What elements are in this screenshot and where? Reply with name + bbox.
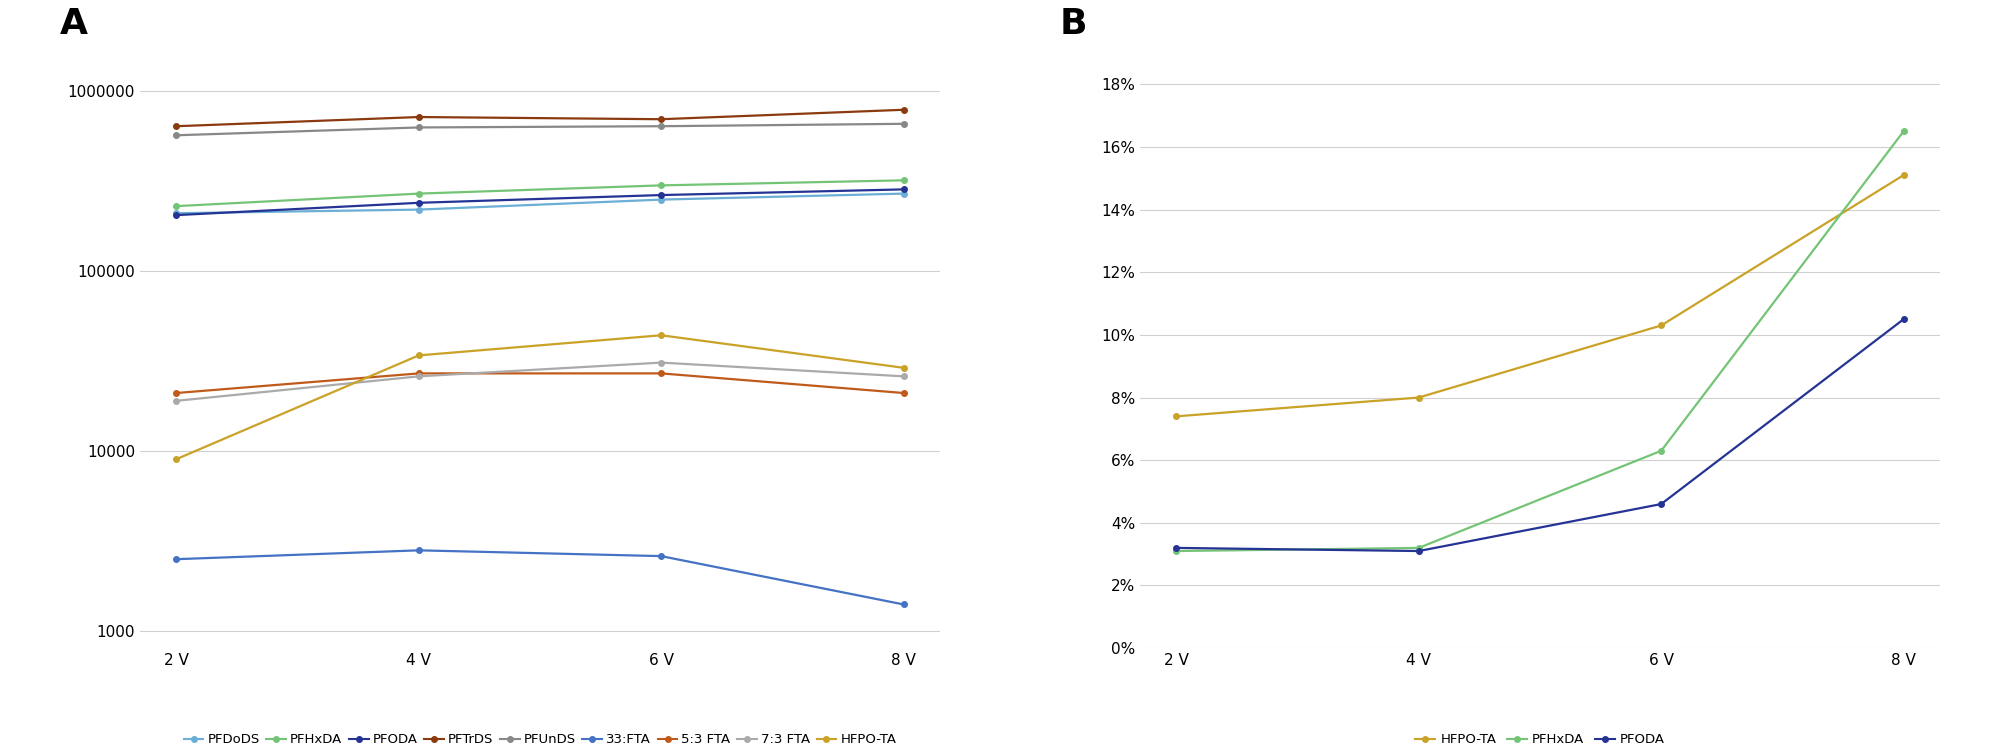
PFTrDS bbox=[406, 112, 430, 121]
PFTrDS bbox=[650, 115, 674, 124]
Line: HFPO-TA: HFPO-TA bbox=[174, 332, 906, 462]
Line: 5:3 FTA: 5:3 FTA bbox=[174, 370, 906, 396]
HFPO-TA bbox=[650, 331, 674, 340]
HFPO-TA bbox=[406, 351, 430, 360]
PFUnDS bbox=[164, 131, 188, 140]
5:3 FTA bbox=[650, 369, 674, 378]
PFHxDA bbox=[1164, 547, 1188, 556]
33:FTA bbox=[650, 551, 674, 560]
Text: A: A bbox=[60, 7, 88, 41]
PFODA bbox=[1164, 543, 1188, 552]
Line: PFDoDS: PFDoDS bbox=[174, 191, 906, 216]
PFHxDA bbox=[1892, 127, 1916, 136]
Line: 33:FTA: 33:FTA bbox=[174, 548, 906, 607]
PFUnDS bbox=[406, 123, 430, 132]
33:FTA bbox=[892, 600, 916, 609]
Text: B: B bbox=[1060, 7, 1088, 41]
HFPO-TA bbox=[1406, 393, 1430, 402]
Line: 7:3 FTA: 7:3 FTA bbox=[174, 360, 906, 404]
PFDoDS bbox=[892, 189, 916, 198]
7:3 FTA bbox=[892, 372, 916, 381]
HFPO-TA bbox=[1164, 412, 1188, 421]
5:3 FTA bbox=[406, 369, 430, 378]
33:FTA bbox=[164, 555, 188, 564]
Line: PFUnDS: PFUnDS bbox=[174, 121, 906, 138]
PFODA bbox=[1892, 314, 1916, 323]
PFDoDS bbox=[164, 209, 188, 218]
Line: PFODA: PFODA bbox=[1174, 317, 1906, 554]
HFPO-TA bbox=[1650, 321, 1674, 330]
PFHxDA bbox=[164, 202, 188, 211]
PFHxDA bbox=[892, 176, 916, 185]
Line: PFHxDA: PFHxDA bbox=[1174, 128, 1906, 554]
7:3 FTA bbox=[406, 372, 430, 381]
PFODA bbox=[164, 211, 188, 220]
Legend: PFDoDS, PFHxDA, PFODA, PFTrDS, PFUnDS, 33:FTA, 5:3 FTA, 7:3 FTA, HFPO-TA: PFDoDS, PFHxDA, PFODA, PFTrDS, PFUnDS, 3… bbox=[178, 728, 902, 745]
PFHxDA bbox=[406, 189, 430, 198]
PFHxDA bbox=[1406, 543, 1430, 552]
HFPO-TA bbox=[1892, 171, 1916, 180]
PFUnDS bbox=[892, 119, 916, 128]
Line: PFHxDA: PFHxDA bbox=[174, 177, 906, 209]
Line: HFPO-TA: HFPO-TA bbox=[1174, 172, 1906, 419]
33:FTA bbox=[406, 546, 430, 555]
5:3 FTA bbox=[164, 389, 188, 398]
PFODA bbox=[650, 191, 674, 200]
PFDoDS bbox=[406, 205, 430, 214]
PFTrDS bbox=[164, 121, 188, 130]
PFTrDS bbox=[892, 105, 916, 114]
HFPO-TA bbox=[164, 454, 188, 463]
PFUnDS bbox=[650, 121, 674, 130]
Legend: HFPO-TA, PFHxDA, PFODA: HFPO-TA, PFHxDA, PFODA bbox=[1410, 728, 1670, 745]
7:3 FTA bbox=[650, 358, 674, 367]
7:3 FTA bbox=[164, 396, 188, 405]
PFODA bbox=[1406, 547, 1430, 556]
PFODA bbox=[1650, 500, 1674, 509]
PFHxDA bbox=[1650, 446, 1674, 455]
PFODA bbox=[892, 185, 916, 194]
HFPO-TA bbox=[892, 364, 916, 372]
PFHxDA bbox=[650, 181, 674, 190]
Line: PFTrDS: PFTrDS bbox=[174, 107, 906, 129]
PFODA bbox=[406, 198, 430, 207]
PFDoDS bbox=[650, 195, 674, 204]
5:3 FTA bbox=[892, 389, 916, 398]
Line: PFODA: PFODA bbox=[174, 186, 906, 218]
